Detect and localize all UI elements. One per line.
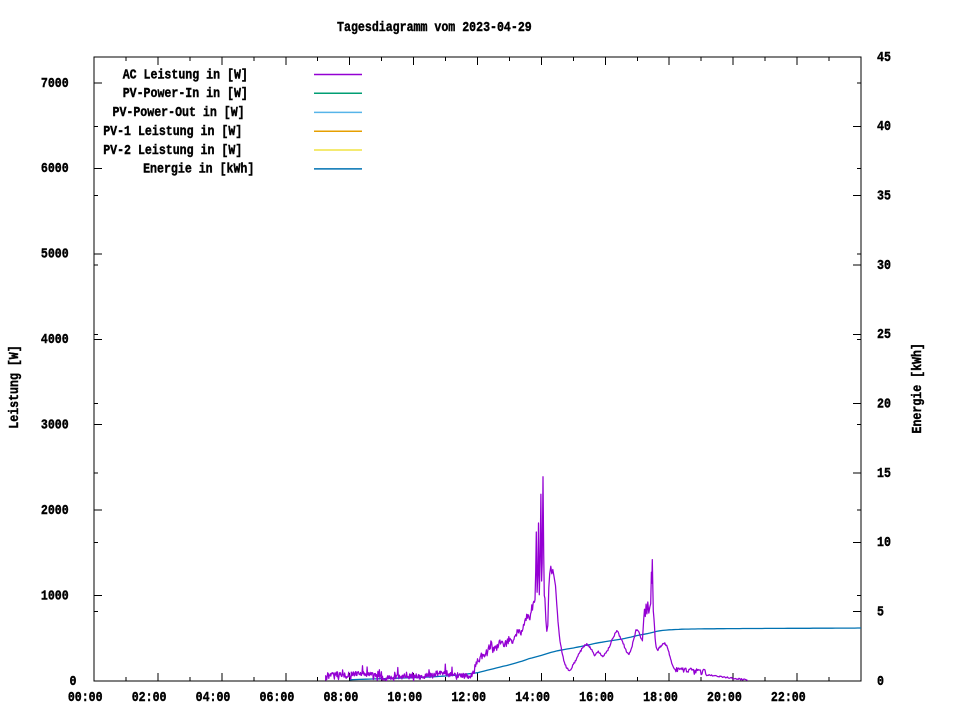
svg-text:40: 40 bbox=[877, 118, 891, 134]
svg-text:PV-2 Leistung in [W]: PV-2 Leistung in [W] bbox=[103, 142, 242, 158]
svg-text:30: 30 bbox=[877, 257, 891, 273]
svg-text:2000: 2000 bbox=[41, 502, 69, 518]
svg-text:06:00: 06:00 bbox=[260, 689, 295, 705]
svg-text:Energie [kWh]: Energie [kWh] bbox=[909, 343, 925, 433]
svg-text:5000: 5000 bbox=[41, 246, 69, 262]
svg-text:45: 45 bbox=[877, 49, 891, 65]
svg-text:10:00: 10:00 bbox=[387, 689, 422, 705]
svg-text:10: 10 bbox=[877, 534, 891, 550]
svg-text:04:00: 04:00 bbox=[196, 689, 231, 705]
svg-text:7000: 7000 bbox=[41, 75, 69, 91]
svg-text:20: 20 bbox=[877, 396, 891, 412]
svg-text:02:00: 02:00 bbox=[132, 689, 167, 705]
svg-text:3000: 3000 bbox=[41, 417, 69, 433]
svg-text:14:00: 14:00 bbox=[515, 689, 550, 705]
svg-text:22:00: 22:00 bbox=[771, 689, 806, 705]
svg-text:PV-Power-In in [W]: PV-Power-In in [W] bbox=[123, 85, 248, 101]
svg-text:1000: 1000 bbox=[41, 587, 69, 603]
svg-text:5: 5 bbox=[877, 604, 884, 620]
svg-text:Energie in [kWh]: Energie in [kWh] bbox=[143, 161, 254, 177]
svg-text:6000: 6000 bbox=[41, 160, 69, 176]
svg-text:35: 35 bbox=[877, 188, 891, 204]
svg-text:4000: 4000 bbox=[41, 331, 69, 347]
svg-text:18:00: 18:00 bbox=[643, 689, 678, 705]
svg-text:16:00: 16:00 bbox=[579, 689, 614, 705]
svg-text:0: 0 bbox=[877, 673, 884, 689]
svg-text:15: 15 bbox=[877, 465, 891, 481]
svg-text:Tagesdiagramm vom 2023-04-29: Tagesdiagramm vom 2023-04-29 bbox=[337, 19, 532, 35]
svg-text:20:00: 20:00 bbox=[707, 689, 742, 705]
svg-text:25: 25 bbox=[877, 326, 891, 342]
svg-text:00:00: 00:00 bbox=[68, 689, 103, 705]
svg-text:PV-1 Leistung in [W]: PV-1 Leistung in [W] bbox=[103, 123, 242, 139]
svg-text:AC Leistung in [W]: AC Leistung in [W] bbox=[123, 66, 248, 82]
svg-text:0: 0 bbox=[70, 673, 77, 689]
svg-text:Leistung [W]: Leistung [W] bbox=[6, 345, 22, 428]
svg-text:PV-Power-Out in [W]: PV-Power-Out in [W] bbox=[113, 104, 245, 120]
svg-text:12:00: 12:00 bbox=[451, 689, 486, 705]
svg-text:08:00: 08:00 bbox=[324, 689, 359, 705]
